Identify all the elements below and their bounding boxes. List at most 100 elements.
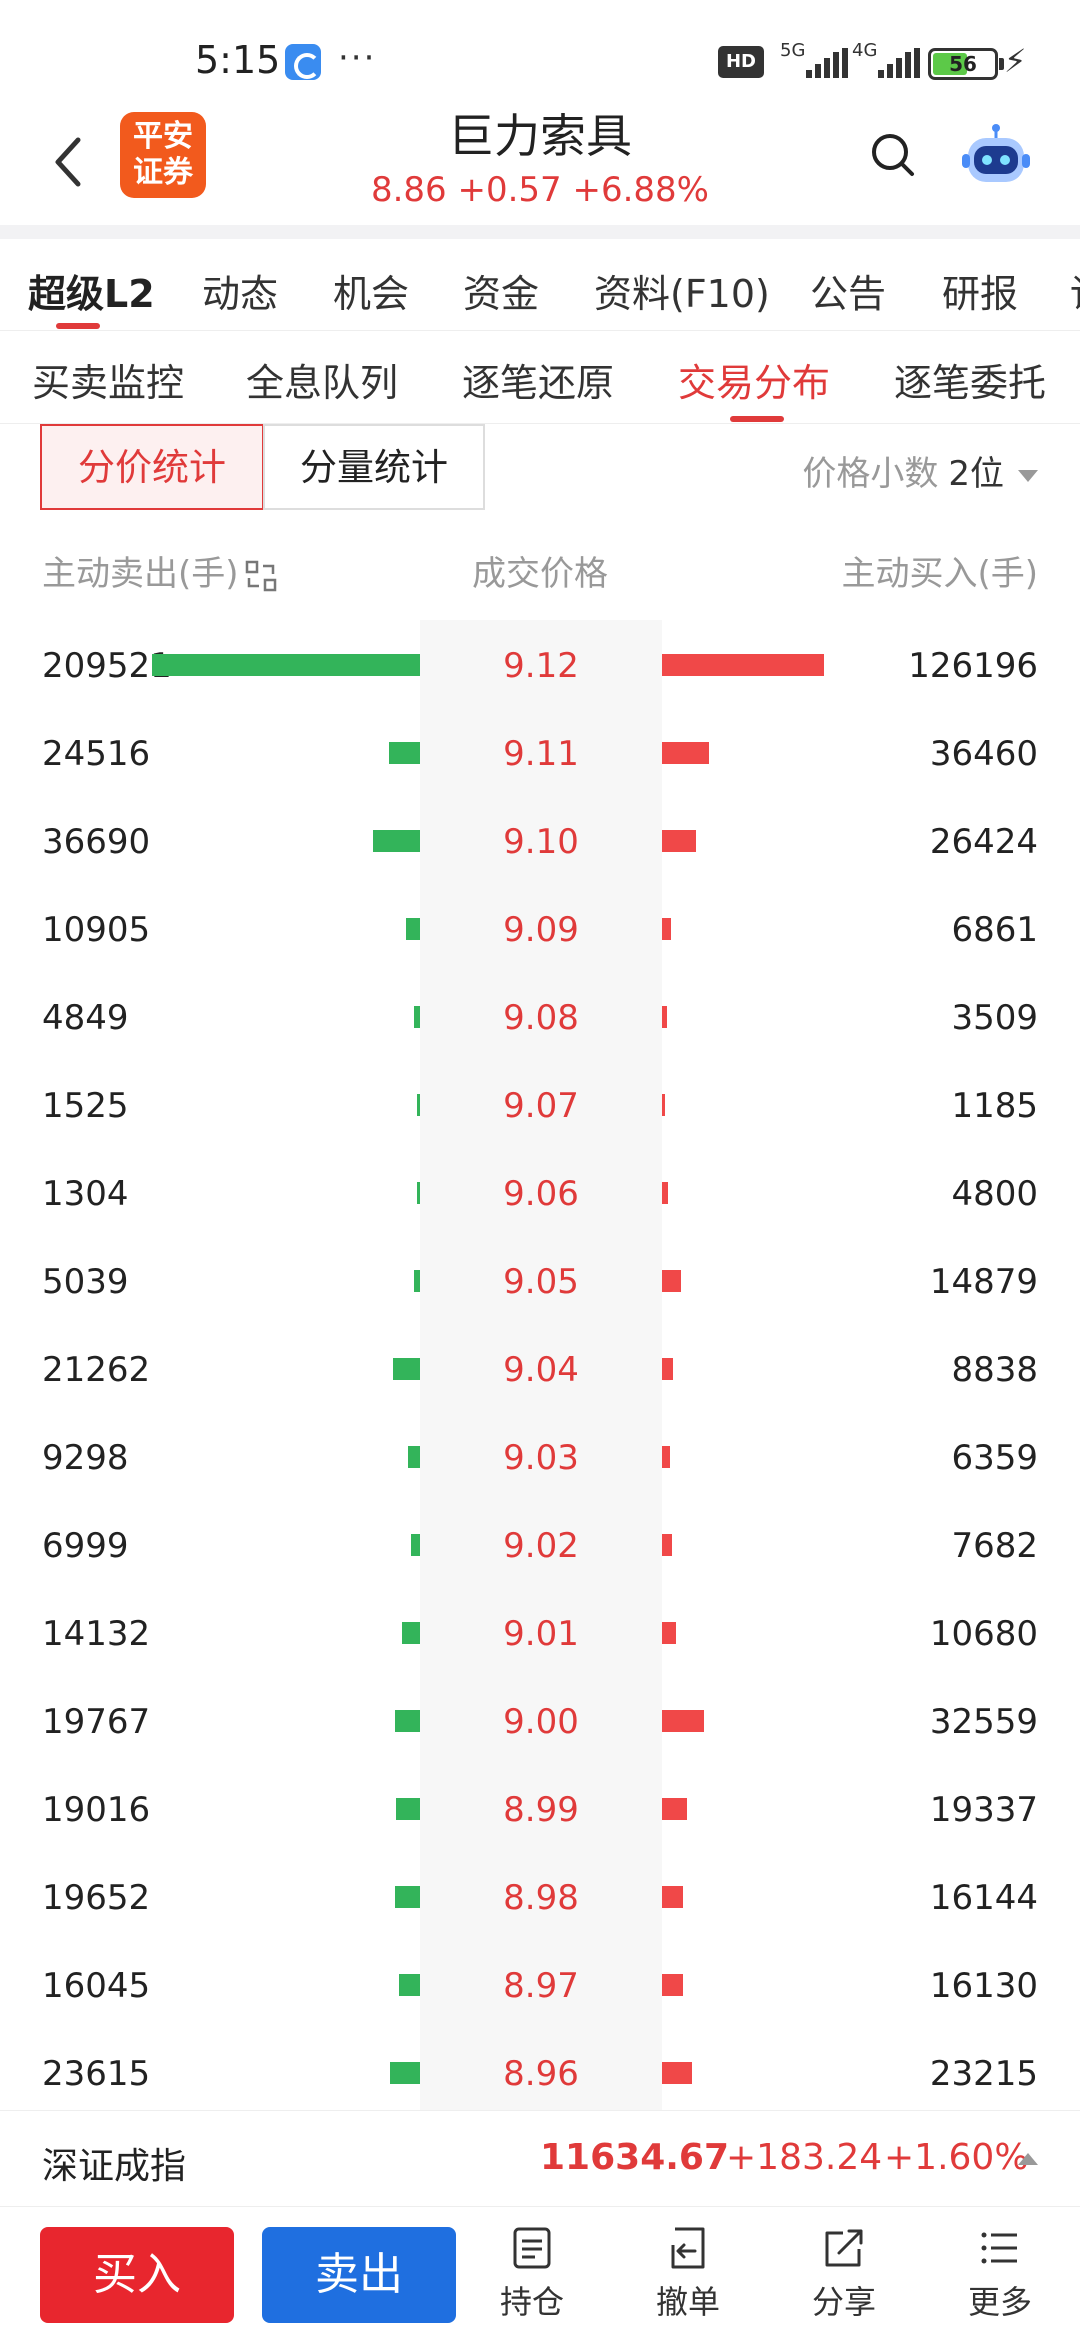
share-button[interactable]: 分享 <box>784 2225 904 2323</box>
holdings-button[interactable]: 持仓 <box>472 2225 592 2323</box>
table-row: 9298 9.03 6359 <box>0 1414 1080 1502</box>
buy-volume: 16130 <box>929 1966 1038 2006</box>
sell-volume: 10905 <box>42 910 151 950</box>
subtab-full-queue[interactable]: 全息队列 <box>246 361 399 405</box>
sell-button[interactable]: 卖出 <box>262 2227 456 2323</box>
subtab-tick-orders[interactable]: 逐笔委托 <box>894 361 1047 405</box>
buy-volume: 126196 <box>908 646 1038 686</box>
buy-volume: 19337 <box>929 1790 1038 1830</box>
buy-volume-bar <box>662 1974 683 1996</box>
table-row: 4849 9.08 3509 <box>0 974 1080 1062</box>
sell-volume-bar <box>389 742 420 764</box>
trade-price: 9.09 <box>503 910 579 950</box>
index-percent: +1.60% <box>884 2137 1029 2178</box>
buy-volume-bar <box>662 1270 681 1292</box>
sell-volume: 6999 <box>42 1526 129 1566</box>
sell-volume: 5039 <box>42 1262 129 1302</box>
active-subtab-indicator <box>730 416 784 422</box>
cancel-order-button[interactable]: 撤单 <box>628 2225 748 2323</box>
table-row: 1304 9.06 4800 <box>0 1150 1080 1238</box>
trade-price: 9.12 <box>503 646 579 686</box>
buy-volume: 16144 <box>929 1878 1038 1918</box>
buy-volume: 6861 <box>951 910 1038 950</box>
buy-volume-bar <box>662 1886 683 1908</box>
index-name: 深证成指 <box>42 2146 187 2187</box>
buy-volume-bar <box>662 1710 704 1732</box>
trade-price: 9.06 <box>503 1174 579 1214</box>
tab-opportunity[interactable]: 机会 <box>333 272 410 316</box>
sell-volume: 9298 <box>42 1438 129 1478</box>
buy-volume: 6359 <box>951 1438 1038 1478</box>
bottom-action-bar: 买入 卖出 持仓 撤单 分享 更多 <box>0 2206 1080 2340</box>
more-icon <box>981 2232 1017 2264</box>
buy-volume: 23215 <box>929 2054 1038 2094</box>
subtab-trade-distribution[interactable]: 交易分布 <box>678 361 831 405</box>
sell-volume: 1304 <box>42 1174 129 1214</box>
buy-column-header: 主动买入(手) <box>841 554 1038 594</box>
search-icon[interactable] <box>868 130 918 180</box>
sell-volume-bar <box>406 918 420 940</box>
more-button[interactable]: 更多 <box>940 2225 1060 2323</box>
buy-volume: 7682 <box>951 1526 1038 1566</box>
tab-news[interactable]: 动态 <box>202 272 279 316</box>
tab-funds[interactable]: 资金 <box>463 272 540 316</box>
buy-volume: 36460 <box>929 734 1038 774</box>
tab-announcements[interactable]: 公告 <box>810 272 887 316</box>
buy-volume-bar <box>662 1446 670 1468</box>
table-row: 1525 9.07 1185 <box>0 1062 1080 1150</box>
status-time: 5:15 <box>195 38 281 82</box>
sell-column-header[interactable]: 主动卖出(手) <box>42 546 279 595</box>
sell-volume: 19767 <box>42 1702 151 1742</box>
assistant-robot-icon[interactable] <box>960 120 1032 192</box>
tab-super-l2[interactable]: 超级L2 <box>28 272 155 316</box>
segment-by-volume[interactable]: 分量统计 <box>263 424 485 510</box>
app-notification-icon <box>285 44 321 80</box>
trade-price: 9.11 <box>503 734 579 774</box>
table-row: 10905 9.09 6861 <box>0 886 1080 974</box>
sell-volume-bar <box>396 1798 420 1820</box>
tab-research[interactable]: 研报 <box>942 272 1019 316</box>
buy-volume: 4800 <box>951 1174 1038 1214</box>
sell-volume: 1525 <box>42 1086 129 1126</box>
subtab-order-monitor[interactable]: 买卖监控 <box>32 361 185 405</box>
trade-price: 9.00 <box>503 1702 579 1742</box>
broker-logo-text: 平安证券 <box>133 119 193 190</box>
subtab-tick-replay[interactable]: 逐笔还原 <box>462 361 615 405</box>
trade-price: 9.10 <box>503 822 579 862</box>
sell-volume-bar <box>414 1006 420 1028</box>
section-divider <box>0 225 1080 239</box>
sell-column-label: 主动卖出(手) <box>42 554 239 594</box>
buy-volume-bar <box>662 1182 668 1204</box>
tab-f10[interactable]: 资料(F10) <box>594 272 770 316</box>
back-arrow-icon[interactable] <box>48 132 88 192</box>
share-label: 分享 <box>811 2283 876 2321</box>
buy-volume: 26424 <box>929 822 1038 862</box>
buy-volume: 10680 <box>929 1614 1038 1654</box>
sell-volume: 24516 <box>42 734 151 774</box>
tab-discuss[interactable]: 讨 <box>1070 263 1080 318</box>
stock-name: 巨力索具 <box>448 109 632 163</box>
sell-volume-bar <box>417 1094 420 1116</box>
buy-volume-bar <box>662 1622 676 1644</box>
holdings-label: 持仓 <box>499 2283 564 2321</box>
chevron-down-icon <box>1018 469 1038 482</box>
buy-button[interactable]: 买入 <box>40 2227 234 2323</box>
price-column-header: 成交价格 <box>472 554 608 594</box>
buy-volume: 32559 <box>929 1702 1038 1742</box>
trade-price: 9.05 <box>503 1262 579 1302</box>
sell-volume: 209521 <box>42 646 172 686</box>
segment-by-price[interactable]: 分价统计 <box>40 424 264 510</box>
hd-voice-icon: HD <box>718 46 764 78</box>
price-decimals-select[interactable]: 价格小数 2位 <box>802 446 1038 495</box>
signal-icon <box>878 48 920 78</box>
broker-logo: 平安证券 <box>120 112 206 198</box>
sell-volume-bar <box>399 1974 420 1996</box>
sell-volume: 4849 <box>42 998 129 1038</box>
buy-volume: 1185 <box>951 1086 1038 1126</box>
trade-price: 8.98 <box>503 1878 579 1918</box>
index-ticker[interactable]: 深证成指 11634.67 +183.24 +1.60% <box>0 2110 1080 2206</box>
chevron-up-icon[interactable] <box>1018 2153 1038 2165</box>
sell-volume-bar <box>411 1534 420 1556</box>
swap-columns-icon[interactable] <box>243 558 279 594</box>
battery-icon: 56 <box>928 48 1004 80</box>
